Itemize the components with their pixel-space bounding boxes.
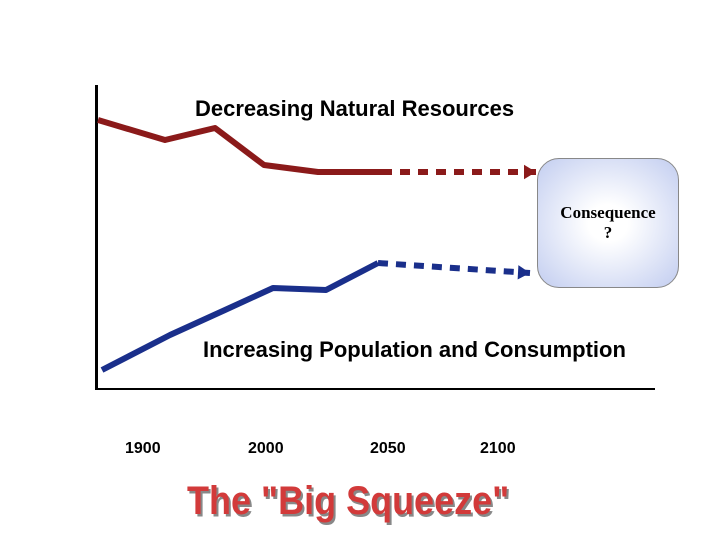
x-tick: 2050 xyxy=(370,440,406,458)
consequence-text-2: ? xyxy=(604,223,613,243)
consequence-text-1: Consequence xyxy=(560,203,655,223)
footer-title: The "Big Squeeze" xyxy=(187,478,509,524)
x-tick: 2100 xyxy=(480,440,516,458)
consequence-box: Consequence ? xyxy=(537,158,679,288)
x-tick: 2000 xyxy=(248,440,284,458)
population-label: Increasing Population and Consumption xyxy=(203,337,626,363)
x-tick: 1900 xyxy=(125,440,161,458)
resources-label: Decreasing Natural Resources xyxy=(195,96,514,122)
